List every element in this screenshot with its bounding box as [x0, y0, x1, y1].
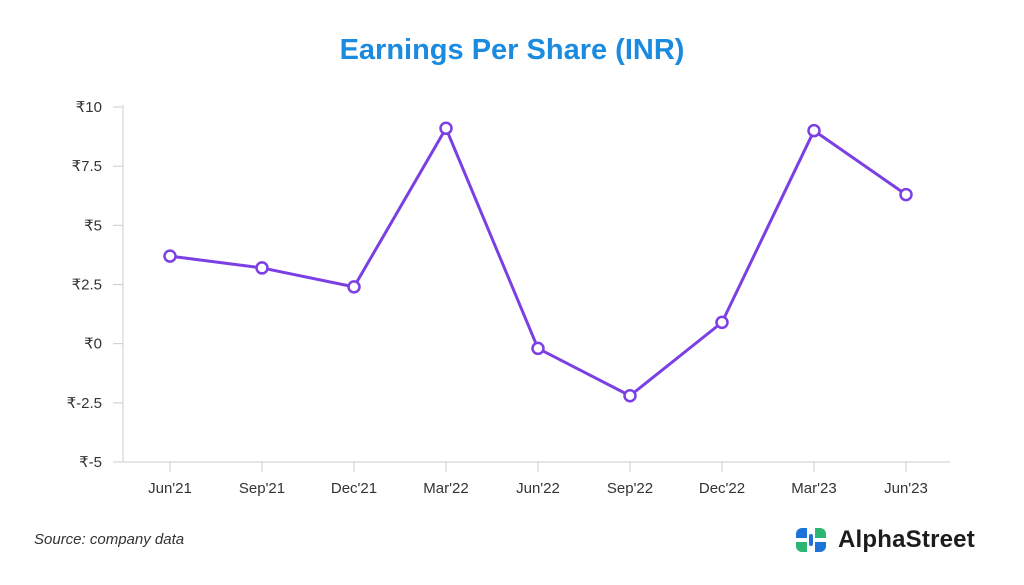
y-tick-label: ₹7.5 [72, 158, 102, 175]
x-tick-label: Jun'21 [148, 480, 192, 497]
brand-name: AlphaStreet [838, 526, 975, 553]
chart-title: Earnings Per Share (INR) [339, 34, 685, 66]
eps-point [163, 249, 177, 263]
eps-point [899, 187, 913, 202]
brand-logo: AlphaStreet [794, 524, 975, 556]
x-tick-label: Sep'21 [239, 480, 285, 497]
y-tick-label: ₹-5 [79, 454, 102, 471]
y-tick-label: ₹2.5 [72, 277, 102, 294]
y-tick-label: ₹0 [84, 336, 102, 353]
alphastreet-logo-icon [796, 528, 826, 552]
eps-point [531, 341, 545, 356]
eps-series [163, 121, 913, 403]
eps-point [623, 388, 637, 403]
eps-line [168, 126, 908, 398]
y-tick-label: ₹10 [76, 99, 102, 116]
chart-axes [122, 105, 950, 463]
source-note: Source: company data [34, 531, 185, 548]
x-tick-label: Mar'23 [791, 480, 836, 497]
x-tick-label: Sep'22 [607, 480, 653, 497]
eps-point [715, 315, 729, 330]
x-tick-label: Jun'23 [884, 480, 928, 497]
y-tick-label: ₹-2.5 [67, 395, 102, 412]
x-tick-label: Jun'22 [516, 480, 560, 497]
x-tick-label: Mar'22 [423, 480, 468, 497]
eps-point [807, 123, 821, 138]
eps-point [255, 261, 269, 275]
x-axis-ticks: Jun'21 Sep'21 Dec'21 Mar'22 Jun'22 Sep'22 Dec'… [148, 462, 928, 497]
x-tick-label: Dec'22 [699, 480, 745, 497]
y-axis-ticks: ₹10 ₹7.5 ₹5 ₹2.5 ₹0 ₹-2.5 ₹-5 [67, 99, 123, 471]
x-tick-label: Dec'21 [331, 480, 377, 497]
eps-point [439, 121, 453, 136]
y-tick-label: ₹5 [84, 217, 102, 234]
eps-point [347, 280, 361, 294]
